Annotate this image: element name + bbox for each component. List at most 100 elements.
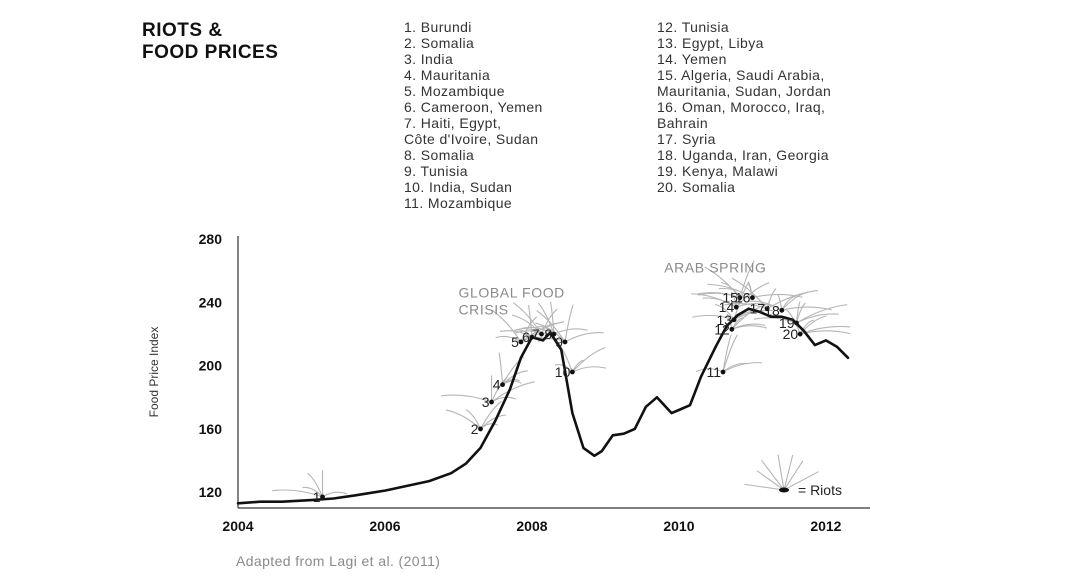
riot-burst-strand bbox=[799, 315, 827, 335]
riot-burst-strand bbox=[720, 281, 741, 298]
riot-marker-label: 19 bbox=[779, 315, 795, 331]
riot-burst-strand bbox=[766, 289, 818, 310]
riot-marker-label: 1 bbox=[313, 489, 321, 505]
chart-title: RIOTS & FOOD PRICES bbox=[142, 20, 278, 64]
riot-burst-strand bbox=[520, 316, 538, 343]
x-tick-label: 2004 bbox=[222, 518, 253, 534]
legend-entry: 5. Mozambique bbox=[404, 83, 505, 99]
riot-burst-strand bbox=[722, 362, 749, 373]
riot-point bbox=[489, 399, 494, 405]
riot-point bbox=[764, 306, 770, 312]
riot-burst-strand bbox=[724, 303, 768, 310]
riot-burst-strand bbox=[735, 282, 770, 308]
riot-burst-strand bbox=[747, 292, 768, 310]
riot-point bbox=[731, 317, 737, 323]
riot-point bbox=[529, 334, 535, 340]
legend-entry: 13. Egypt, Libya bbox=[657, 35, 764, 51]
riot-key-label: = Riots bbox=[798, 482, 842, 498]
y-tick-label: 120 bbox=[199, 484, 223, 500]
annotation-text: ARAB SPRING bbox=[664, 259, 766, 275]
title-line-2: FOOD PRICES bbox=[142, 42, 279, 63]
x-tick-label: 2008 bbox=[516, 518, 547, 534]
riot-marker-label: 4 bbox=[493, 377, 501, 393]
x-tick-label: 2010 bbox=[663, 518, 694, 534]
riot-burst-strand bbox=[707, 283, 753, 299]
riot-burst-strand bbox=[541, 308, 558, 335]
riot-point bbox=[729, 326, 735, 332]
riot-key-strand bbox=[744, 483, 785, 491]
riot-burst-strand bbox=[564, 332, 604, 343]
riot-burst-strand bbox=[480, 400, 503, 430]
riot-burst-strand bbox=[692, 314, 735, 321]
y-axis-label: Food Price Index bbox=[147, 327, 161, 418]
riot-point bbox=[779, 307, 785, 313]
riot-key-strand bbox=[761, 459, 785, 491]
riot-burst-strand bbox=[766, 288, 777, 309]
riot-burst-strand bbox=[445, 409, 481, 430]
riot-burst-strand bbox=[516, 327, 542, 335]
legend-entry: 18. Uganda, Iran, Georgia bbox=[657, 147, 829, 163]
riot-burst-strand bbox=[691, 293, 737, 308]
x-tick-label: 2012 bbox=[810, 518, 841, 534]
legend-entry: 12. Tunisia bbox=[657, 19, 730, 35]
riot-burst-strand bbox=[714, 303, 735, 321]
riot-point bbox=[551, 331, 557, 337]
riot-marker-label: 8 bbox=[544, 326, 552, 342]
riot-marker-label: 14 bbox=[719, 299, 735, 315]
riot-burst-strand bbox=[511, 314, 542, 335]
riot-marker-label: 16 bbox=[735, 290, 751, 306]
x-tick-label: 2006 bbox=[369, 518, 400, 534]
legend-entry: 10. India, Sudan bbox=[404, 179, 513, 195]
riot-burst-strand bbox=[495, 335, 522, 343]
riot-burst-strand bbox=[697, 292, 741, 299]
legend-entry: 8. Somalia bbox=[404, 147, 475, 163]
riot-burst-strand bbox=[492, 310, 522, 343]
title-line-1: RIOTS & bbox=[142, 20, 223, 41]
riot-marker-label: 9 bbox=[555, 334, 563, 350]
riot-burst-strand bbox=[572, 366, 607, 373]
legend-entry: 19. Kenya, Malawi bbox=[657, 163, 779, 179]
riot-burst-strand bbox=[499, 330, 533, 338]
legend-entry: 9. Tunisia bbox=[404, 163, 468, 179]
riot-point bbox=[562, 339, 568, 345]
legend-entry: 3. India bbox=[404, 51, 454, 67]
legend-entry: Bahrain bbox=[657, 115, 709, 131]
riot-point bbox=[539, 331, 544, 337]
riot-burst-strand bbox=[465, 409, 482, 430]
riot-key: = Riots bbox=[744, 454, 842, 498]
riot-marker-label: 2 bbox=[471, 421, 479, 437]
riot-burst-strand bbox=[498, 352, 504, 385]
riot-burst-strand bbox=[536, 310, 566, 343]
riot-burst-strand bbox=[739, 260, 755, 298]
riot-marker-label: 15 bbox=[722, 290, 738, 306]
riot-key-strand bbox=[783, 471, 819, 491]
legend-entry: 2. Somalia bbox=[404, 35, 475, 51]
legend-entry: Mauritania, Sudan, Jordan bbox=[657, 83, 832, 99]
legend-entry: 15. Algeria, Saudi Arabia, bbox=[657, 67, 825, 83]
legend-entry: 1. Burundi bbox=[404, 19, 472, 35]
riot-marker-label: 17 bbox=[750, 301, 766, 317]
riot-marker-label: 6 bbox=[522, 329, 530, 345]
riot-burst-strand bbox=[272, 489, 323, 498]
riot-marker-label: 3 bbox=[482, 394, 490, 410]
riot-point bbox=[733, 304, 739, 310]
riot-burst-strand bbox=[553, 328, 588, 335]
riot-point bbox=[720, 369, 726, 375]
riot-burst-strand bbox=[549, 301, 555, 335]
riot-marker-label: 18 bbox=[764, 302, 780, 318]
riot-key-strand bbox=[777, 454, 785, 491]
riot-burst-strand bbox=[781, 291, 809, 311]
riot-burst-strand bbox=[796, 304, 848, 324]
riot-point bbox=[569, 369, 575, 375]
legend-entry: 17. Syria bbox=[657, 131, 716, 147]
legend-entry: 14. Yemen bbox=[657, 51, 727, 67]
legend-entry: 20. Somalia bbox=[657, 179, 736, 195]
riot-burst-strand bbox=[731, 323, 766, 330]
food-price-line bbox=[236, 307, 850, 505]
riot-burst-strand bbox=[753, 317, 797, 324]
riot-point bbox=[478, 426, 483, 432]
riot-key-strand bbox=[756, 470, 785, 491]
